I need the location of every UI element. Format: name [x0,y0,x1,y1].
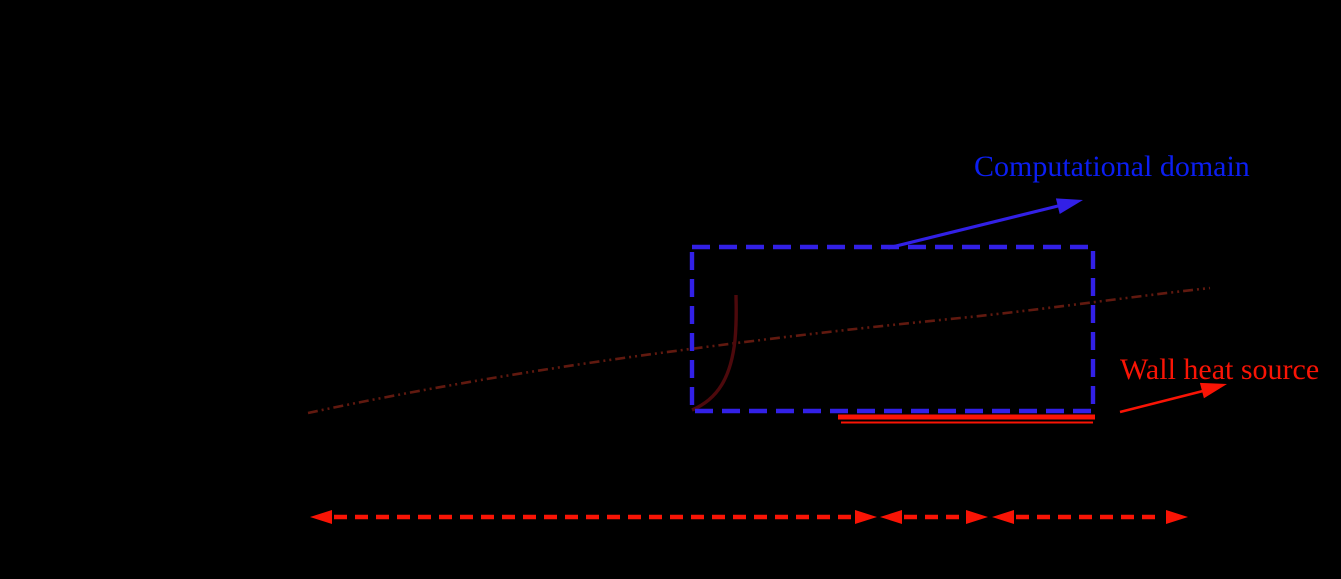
computational-domain-label: Computational domain [974,150,1250,183]
dimension-arrow-heated-section-right-arrowhead-icon [1166,510,1188,524]
inlet-velocity-profile-curve [691,294,738,412]
boundary-layer-edge-curve [307,286,1211,415]
dimension-arrow-upstream-right-arrowhead-icon [855,510,877,524]
computational-domain-box [689,244,1096,414]
computational-domain-arrowhead-icon [1055,198,1083,214]
dimension-arrow-middle-right-arrowhead-icon [966,510,988,524]
computational-domain-arrow [887,198,1083,250]
wall-heat-source-arrowhead-icon [1199,382,1227,399]
wall-heat-source-arrow-line [1119,389,1204,414]
dimension-arrow-middle [880,510,988,524]
dimension-arrow-heated-section-left-arrowhead-icon [992,510,1014,524]
dimension-arrow-heated-section [992,510,1188,524]
wall-heat-source-arrow [1119,382,1227,414]
dimension-arrow-upstream [310,510,877,524]
wall-heat-source-label: Wall heat source [1120,353,1319,386]
dimension-arrow-middle-left-arrowhead-icon [880,510,902,524]
computational-domain-arrow-line [887,204,1059,250]
wall-heat-source-strip [838,414,1095,424]
dimension-arrow-upstream-left-arrowhead-icon [310,510,332,524]
